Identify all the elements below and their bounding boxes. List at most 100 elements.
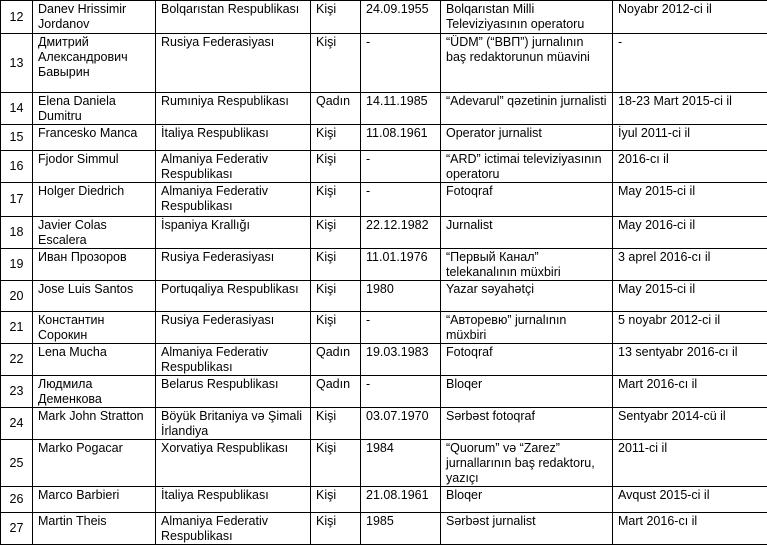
period: - (613, 34, 767, 93)
gender: Kişi (311, 151, 361, 183)
gender: Qadın (311, 93, 361, 125)
row-number: 12 (1, 1, 33, 34)
gender: Kişi (311, 312, 361, 344)
row-number: 23 (1, 376, 33, 408)
full-name: Fjodor Simmul (33, 151, 156, 183)
full-name: Elena Daniela Dumitru (33, 93, 156, 125)
profession: Operator jurnalist (441, 125, 613, 151)
full-name: Дмитрий Александрович Бавырин (33, 34, 156, 93)
period: 2016-cı il (613, 151, 767, 183)
row-number: 18 (1, 217, 33, 249)
profession: Sərbəst jurnalist (441, 513, 613, 545)
country: Xorvatiya Respublikası (156, 440, 311, 487)
country: Almaniya Federativ Respublikası (156, 183, 311, 217)
full-name: Иван Прозоров (33, 249, 156, 281)
gender: Kişi (311, 183, 361, 217)
country: İspaniya Krallığı (156, 217, 311, 249)
country: Almaniya Federativ Respublikası (156, 151, 311, 183)
profession: “Первый Канал” telekanalının müxbiri (441, 249, 613, 281)
country: Bolqarıstan Respublikası (156, 1, 311, 34)
country: Almaniya Federativ Respublikası (156, 344, 311, 376)
full-name: Danev Hrissimir Jordanov (33, 1, 156, 34)
birth-date: 1984 (361, 440, 441, 487)
full-name: Людмила Деменкова (33, 376, 156, 408)
profession: Fotoqraf (441, 344, 613, 376)
country: Rusiya Federasiyası (156, 34, 311, 93)
profession: Bloqer (441, 487, 613, 513)
profession: Bolqarıstan Milli Televiziyasının operat… (441, 1, 613, 34)
profession: Yazar səyahətçi (441, 281, 613, 312)
period: Avqust 2015-ci il (613, 487, 767, 513)
period: Mart 2016-cı il (613, 513, 767, 545)
country: Portuqaliya Respublikası (156, 281, 311, 312)
gender: Kişi (311, 440, 361, 487)
period: İyul 2011-ci il (613, 125, 767, 151)
row-number: 15 (1, 125, 33, 151)
birth-date: 1980 (361, 281, 441, 312)
period: Sentyabr 2014-cü il (613, 408, 767, 440)
period: Noyabr 2012-ci il (613, 1, 767, 34)
full-name: Marko Pogacar (33, 440, 156, 487)
row-number: 26 (1, 487, 33, 513)
period: May 2015-ci il (613, 183, 767, 217)
country: Belarus Respublikası (156, 376, 311, 408)
row-number: 16 (1, 151, 33, 183)
period: 18-23 Mart 2015-ci il (613, 93, 767, 125)
profession: “ÜDM” (“ВВП”) jurnalının baş redaktorunu… (441, 34, 613, 93)
full-name: Francesko Manca (33, 125, 156, 151)
row-number: 14 (1, 93, 33, 125)
country: İtaliya Respublikası (156, 125, 311, 151)
birth-date: - (361, 34, 441, 93)
country: Rumıniya Respublikası (156, 93, 311, 125)
row-number: 13 (1, 34, 33, 93)
row-number: 22 (1, 344, 33, 376)
birth-date: 03.07.1970 (361, 408, 441, 440)
gender: Kişi (311, 408, 361, 440)
country: Böyük Britaniya və Şimali İrlandiya (156, 408, 311, 440)
page: {"table": {"rows": [ ["12", "Danev Hriss… (0, 0, 767, 524)
birth-date: - (361, 183, 441, 217)
birth-date: 14.11.1985 (361, 93, 441, 125)
profession: “Adevarul” qəzetinin jurnalisti (441, 93, 613, 125)
period: Mart 2016-cı il (613, 376, 767, 408)
gender: Kişi (311, 249, 361, 281)
period: May 2015-ci il (613, 281, 767, 312)
gender: Qadın (311, 376, 361, 408)
period: 5 noyabr 2012-ci il (613, 312, 767, 344)
country: İtaliya Respublikası (156, 487, 311, 513)
gender: Kişi (311, 513, 361, 545)
row-number: 27 (1, 513, 33, 545)
full-name: Jose Luis Santos (33, 281, 156, 312)
country: Rusiya Federasiyası (156, 249, 311, 281)
profession: “Авторевю” jurnalının müxbiri (441, 312, 613, 344)
gender: Kişi (311, 125, 361, 151)
country: Almaniya Federativ Respublikası (156, 513, 311, 545)
profession: Sərbəst fotoqraf (441, 408, 613, 440)
birth-date: - (361, 151, 441, 183)
birth-date: 1985 (361, 513, 441, 545)
gender: Kişi (311, 34, 361, 93)
period: May 2016-ci il (613, 217, 767, 249)
full-name: Mark John Stratton (33, 408, 156, 440)
row-number: 24 (1, 408, 33, 440)
birth-date: 11.08.1961 (361, 125, 441, 151)
gender: Kişi (311, 487, 361, 513)
birth-date: 22.12.1982 (361, 217, 441, 249)
birth-date: 21.08.1961 (361, 487, 441, 513)
row-number: 20 (1, 281, 33, 312)
